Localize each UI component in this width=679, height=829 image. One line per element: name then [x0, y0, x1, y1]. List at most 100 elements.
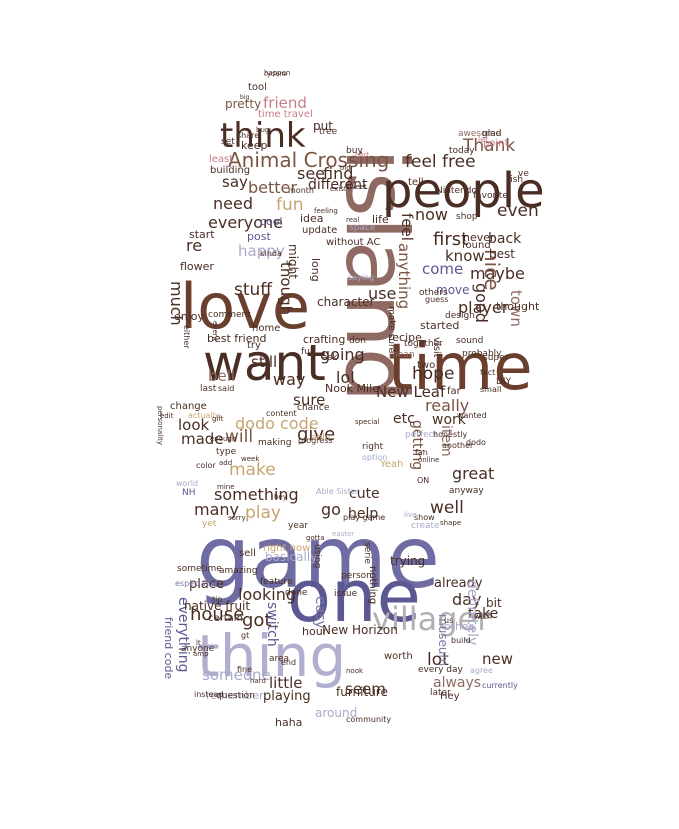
word-ask: ask: [322, 353, 338, 363]
word-lt: lt: [196, 639, 201, 647]
word-mine: mine: [217, 483, 235, 491]
word-little: little: [269, 674, 303, 692]
word-furniture: furniture: [336, 685, 388, 699]
word-done: done: [285, 588, 308, 598]
word-favorite: favorite: [473, 191, 508, 201]
word-option: option: [362, 453, 388, 462]
word-today: today: [449, 146, 475, 156]
word-hour: hour: [302, 625, 328, 638]
word-remember: remember: [206, 689, 264, 702]
word-good: good: [472, 283, 491, 323]
word-show: show: [414, 513, 435, 522]
word-cool: cool: [260, 215, 283, 228]
word-maybe: maybe: [470, 264, 525, 283]
word-best-friend: best friend: [207, 332, 267, 345]
word-ve: ve: [518, 169, 529, 179]
word-hope: hope: [412, 364, 455, 384]
word-set: set: [221, 137, 235, 147]
word-feeling: feeling: [314, 207, 338, 215]
word-pretty: pretty: [225, 97, 262, 111]
word-one: one: [287, 554, 421, 638]
word-least: least: [209, 154, 234, 165]
word-buy: buy: [346, 146, 363, 156]
word-made: made: [181, 430, 224, 448]
word-getting: getting: [409, 420, 425, 471]
word-island: island: [326, 148, 426, 403]
word-never: never: [463, 231, 495, 244]
word-thing: thing: [197, 622, 347, 690]
word-question: question: [216, 691, 255, 701]
word-always: always: [433, 675, 482, 691]
word-world: world: [176, 479, 199, 488]
word-part: part: [355, 151, 370, 159]
word-personality: personality: [156, 406, 164, 446]
word-month: month: [288, 186, 314, 195]
word-far: far: [447, 386, 461, 397]
word-someone: someone: [202, 666, 271, 684]
word-need: need: [213, 194, 253, 213]
word-new-leaf: New Leaf: [376, 383, 446, 401]
word-dodo-code: dodo code: [235, 414, 319, 433]
word-enough: enough: [210, 435, 237, 443]
word-post: post: [247, 230, 271, 243]
word-saying: saying: [348, 273, 375, 282]
word-want: want: [203, 334, 326, 392]
word-feel: feel: [398, 213, 416, 241]
word-without-ac: without AC: [326, 237, 381, 248]
word-thought: thought: [496, 300, 540, 313]
word-bell: bell: [208, 367, 236, 385]
word-anything: anything: [395, 243, 413, 310]
word-point: point: [483, 138, 509, 149]
word-us: us: [444, 616, 454, 625]
word-everything: everything: [175, 597, 191, 673]
word-diy: DIY: [496, 377, 512, 387]
word-anyone: anyone: [181, 644, 215, 654]
word-nintendo: Nintendo: [436, 186, 477, 196]
word-old: old: [340, 164, 351, 172]
word-bit: bit: [486, 596, 502, 610]
word-already: already: [434, 576, 483, 591]
word-don: don: [349, 336, 366, 346]
word-sweet: sweet: [346, 183, 367, 191]
word-cute: cute: [349, 486, 380, 502]
word-lot: lot: [427, 650, 449, 670]
word-exist: exist: [330, 185, 347, 193]
word-last: last: [200, 384, 217, 394]
word-every-day: every day: [418, 665, 463, 675]
word-enjoy: enjoy: [174, 310, 205, 323]
word-add: add: [219, 459, 233, 467]
word-sell: sell: [239, 548, 256, 559]
word-animal-crossing: Animal Crossing: [228, 148, 390, 172]
word-much: much: [167, 281, 186, 326]
word-agree: agree: [470, 666, 493, 675]
word-play: play: [245, 503, 281, 523]
word-hey: Hey: [440, 691, 460, 702]
word-especially: especially: [175, 579, 215, 588]
word-idea: idea: [300, 212, 324, 225]
word-take: take: [468, 606, 499, 622]
word-change: change: [170, 401, 207, 412]
word-play-game: play game: [343, 513, 386, 522]
word-basically: basically: [265, 550, 318, 564]
word-new: new: [482, 650, 514, 668]
word-know: know: [445, 247, 485, 265]
word-hard: hard: [250, 677, 266, 685]
word-full: full: [301, 347, 315, 357]
word-big: big: [240, 94, 250, 101]
word-thank: Thank: [463, 136, 516, 156]
word-area: area: [269, 654, 290, 664]
word-recipe: recipe: [388, 331, 422, 344]
word-time: time: [388, 331, 533, 405]
word-better: better: [248, 178, 297, 197]
word-best: best: [489, 247, 515, 261]
word-year: year: [288, 521, 309, 531]
word-making: making: [258, 438, 292, 448]
word-two: two: [417, 360, 436, 371]
word-anyway: anyway: [449, 486, 484, 496]
word-later: later: [430, 688, 451, 698]
word-sound: sound: [456, 336, 484, 346]
word-currently: currently: [482, 681, 518, 690]
word-honestly: honestly: [433, 430, 468, 439]
word-special: special: [355, 418, 380, 426]
word-now: now: [415, 205, 449, 224]
